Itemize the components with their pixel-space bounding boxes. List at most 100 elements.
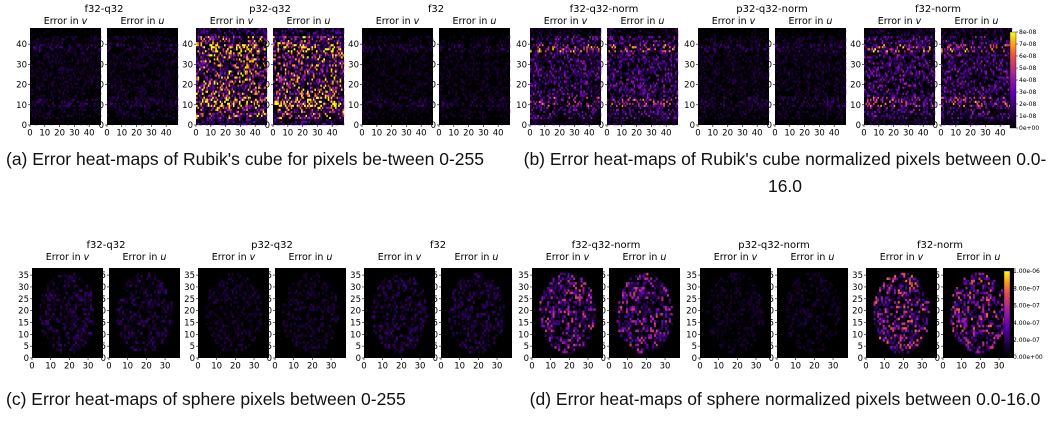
y-tick-label: 30 — [427, 283, 438, 293]
heatmap-cells — [530, 28, 602, 126]
subplot-title: Error in v — [546, 252, 590, 263]
y-tick-label: 35 — [929, 271, 940, 281]
heatmap-cells — [439, 28, 511, 126]
y-tick-label: 40 — [684, 40, 695, 50]
y-tick-label: 0 — [431, 121, 436, 131]
y-tick-label: 30 — [348, 60, 359, 70]
x-tick-label: 10 — [713, 362, 724, 372]
y-tick-label: 10 — [427, 330, 438, 340]
heatmap-cells — [777, 268, 848, 358]
colorbar-tick-label: 4.00e-07 — [1013, 320, 1040, 327]
subplot-title: Error in u — [287, 16, 331, 27]
y-tick-label: 40 — [16, 40, 27, 50]
y-tick-label: 20 — [16, 81, 27, 91]
y-tick-label: 30 — [684, 60, 695, 70]
y-tick-label: 10 — [686, 330, 697, 340]
y-tick-label: 25 — [350, 295, 361, 305]
subplot: Error in v 0 10 20 30 40 0 10 20 30 40 — [684, 16, 770, 139]
y-tick-label: 20 — [684, 81, 695, 91]
x-tick-label: 20 — [131, 129, 142, 139]
caption-d: (d) Error heat-maps of sphere normalized… — [529, 389, 1041, 409]
x-tick-label: 20 — [631, 129, 642, 139]
y-tick-label: 0 — [267, 354, 272, 364]
y-tick-label: 30 — [95, 283, 106, 293]
y-tick-label: 35 — [686, 271, 697, 281]
y-tick-label: 10 — [259, 101, 270, 111]
x-tick-label: 30 — [69, 129, 80, 139]
y-tick-label: 20 — [686, 307, 697, 317]
y-tick-label: 20 — [518, 307, 529, 317]
y-tick-label: 40 — [516, 40, 527, 50]
x-tick-label: 0 — [104, 129, 109, 139]
x-tick-label: 30 — [478, 129, 489, 139]
y-tick-label: 15 — [595, 318, 606, 328]
x-tick-label: 20 — [230, 362, 241, 372]
x-tick-label: 10 — [707, 129, 718, 139]
y-tick-label: 15 — [18, 318, 29, 328]
x-tick-label: 30 — [751, 362, 762, 372]
panel-title: f32 — [430, 240, 446, 251]
y-tick-label: 0 — [769, 354, 774, 364]
x-tick-label: 10 — [282, 129, 293, 139]
y-tick-label: 0 — [354, 121, 359, 131]
x-tick-label: 40 — [416, 129, 427, 139]
heatmap-cells — [273, 28, 345, 126]
y-tick-label: 0 — [690, 121, 695, 131]
colorbar-tick-label: 3e-08 — [1019, 89, 1036, 96]
y-tick-label: 0 — [24, 354, 29, 364]
y-tick-label: 0 — [356, 354, 361, 364]
y-tick-label: 25 — [18, 295, 29, 305]
y-tick-label: 5 — [858, 342, 863, 352]
y-tick-label: 30 — [850, 60, 861, 70]
heatmap-cells — [698, 28, 770, 126]
y-tick-label: 30 — [761, 60, 772, 70]
subplot-title: Error in u — [289, 252, 333, 263]
y-tick-label: 20 — [425, 81, 436, 91]
y-tick-label: 40 — [182, 40, 193, 50]
subplot: Error in v 0 10 20 30 40 0 10 20 30 40 — [516, 16, 602, 139]
x-tick-label: 20 — [396, 362, 407, 372]
x-tick-label: 40 — [661, 129, 672, 139]
x-tick-label: 30 — [249, 362, 260, 372]
x-tick-label: 10 — [539, 129, 550, 139]
subplot-title: Error in u — [791, 252, 835, 263]
y-tick-label: 20 — [763, 307, 774, 317]
y-tick-label: 15 — [95, 318, 106, 328]
x-tick-label: 10 — [288, 362, 299, 372]
y-tick-label: 0 — [188, 121, 193, 131]
y-tick-label: 40 — [927, 40, 938, 50]
y-tick-label: 10 — [182, 101, 193, 111]
y-tick-label: 30 — [182, 60, 193, 70]
y-tick-label: 30 — [425, 60, 436, 70]
heatmap-cells — [196, 28, 268, 126]
heatmap-cells — [941, 28, 1013, 126]
x-tick-label: 20 — [386, 129, 397, 139]
y-tick-label: 10 — [18, 330, 29, 340]
heatmap-cells — [441, 268, 512, 358]
y-tick-label: 10 — [16, 101, 27, 111]
heatmap-cells — [607, 28, 679, 126]
y-tick-label: 20 — [18, 307, 29, 317]
y-tick-label: 10 — [761, 101, 772, 111]
colorbar-tick-label: 8.00e-07 — [1013, 285, 1040, 292]
y-tick-label: 35 — [261, 271, 272, 281]
x-tick-label: 10 — [205, 129, 216, 139]
y-tick-label: 15 — [763, 318, 774, 328]
colorbar-tick-label: 4e-08 — [1019, 77, 1036, 84]
y-tick-label: 0 — [933, 121, 938, 131]
colorbar-tick-label: 2e-08 — [1019, 101, 1036, 108]
y-tick-label: 5 — [524, 342, 529, 352]
y-tick-label: 20 — [593, 81, 604, 91]
colorbar-tick-label: 2.00e-07 — [1013, 337, 1040, 344]
